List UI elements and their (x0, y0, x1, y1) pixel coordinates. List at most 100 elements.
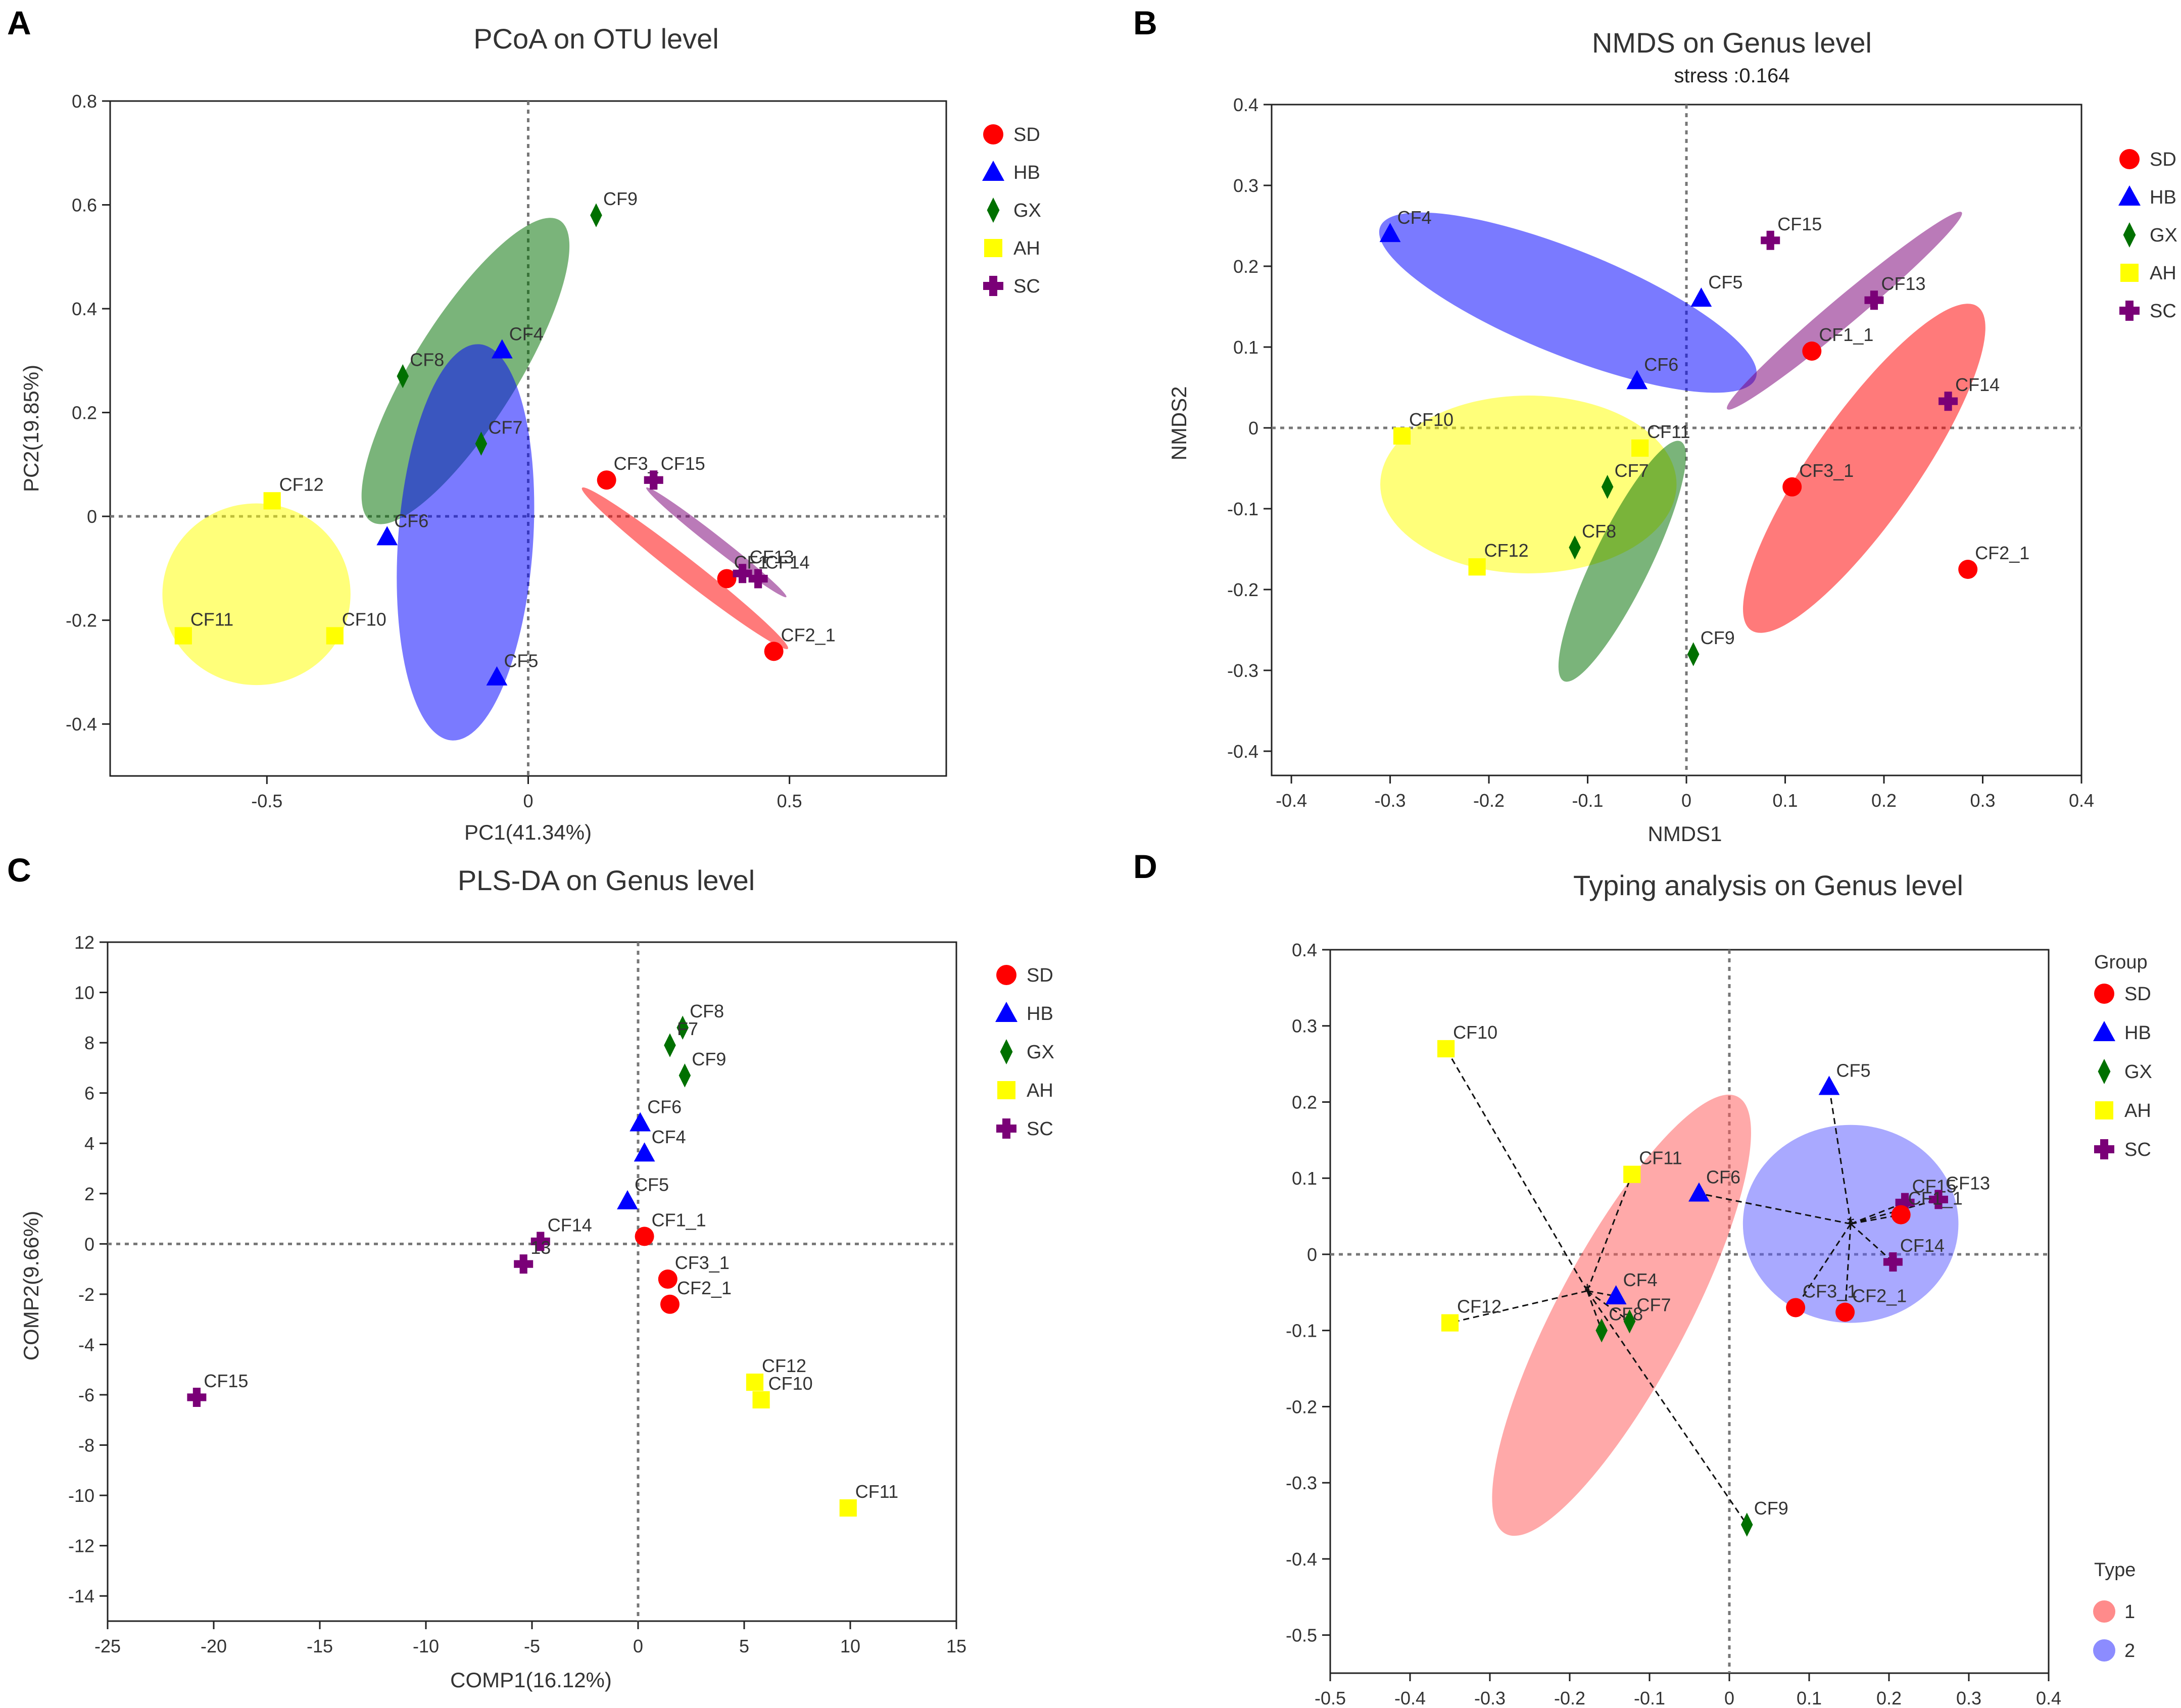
legend-label-sc: SC (1027, 1118, 1053, 1140)
x-tick-label: 0.1 (1797, 1688, 1822, 1708)
cluster-center-1: * (1583, 1280, 1591, 1301)
y-tick-label: -0.4 (1227, 741, 1258, 762)
point-cf1 (717, 569, 737, 589)
y-tick-label: -0.4 (66, 714, 97, 735)
cluster-center-2: * (1847, 1213, 1855, 1235)
point-label-cf9: CF9 (603, 188, 638, 209)
y-tick-label: 10 (74, 983, 94, 1003)
y-tick-label: 0.2 (72, 403, 97, 423)
point-cf11 (1623, 1165, 1641, 1183)
point-label-cf11: CF11 (1639, 1148, 1682, 1168)
point-cf6 (1688, 1182, 1710, 1202)
y-tick-label: -0.2 (1286, 1396, 1317, 1417)
y-tick-label: -0.4 (1286, 1549, 1317, 1570)
y-tick-label: -2 (78, 1284, 94, 1305)
point-cf1-1 (635, 1227, 654, 1246)
x-tick-label: 0 (1724, 1688, 1734, 1708)
type-legend-marker-2 (2093, 1639, 2115, 1662)
legend-marker-hb (2093, 1021, 2115, 1041)
point-label-cf2-1: CF2_1 (781, 624, 836, 645)
y-tick-label: 0.3 (1292, 1016, 1317, 1037)
legend-marker-gx (1000, 1039, 1013, 1064)
point-label-cf11: CF11 (190, 609, 233, 630)
y-tick-label: -0.2 (1227, 579, 1258, 600)
y-tick-label: -0.3 (1286, 1473, 1317, 1493)
point-label-cf1-1: CF1_1 (1819, 324, 1873, 345)
group-ellipse-sc (1727, 212, 1962, 410)
point-label-cf3-1: CF3_1 (1799, 460, 1854, 481)
point-cf2-1 (764, 642, 784, 661)
point-cf15 (187, 1387, 207, 1407)
point-cf9 (1687, 642, 1700, 666)
group-ellipse-ah (162, 503, 351, 686)
legend-label-hb: HB (1027, 1003, 1053, 1024)
legend-marker-sc (2119, 301, 2140, 321)
group-ellipse-sd (1743, 304, 1985, 633)
point-cf7 (1601, 475, 1614, 499)
cluster-connector (1586, 1290, 1630, 1322)
y-tick-label: 0.2 (1233, 256, 1258, 277)
point-label-cf11: CF11 (855, 1481, 898, 1502)
legend-marker-hb (982, 161, 1004, 181)
group-ellipse-hb (397, 344, 535, 741)
legend-marker-sc (2094, 1139, 2114, 1159)
legend-marker-sd (2119, 149, 2140, 169)
point-label-cf4: CF4 (509, 323, 544, 344)
point-cf15 (1761, 230, 1780, 250)
group-ellipse-ah (1380, 396, 1677, 573)
x-tick-label: 0.1 (1773, 790, 1798, 811)
cluster-connector (1586, 1174, 1633, 1291)
point-label-cf8: CF8 (1582, 521, 1616, 542)
point-label-cf4: CF4 (1623, 1270, 1658, 1290)
point-cf9 (1740, 1512, 1753, 1537)
legend-label-hb: HB (2150, 187, 2176, 208)
ylabel-pcoa: PC2(19.85%) (19, 365, 43, 492)
x-tick-label: -0.2 (1554, 1688, 1585, 1708)
y-tick-label: 0.3 (1233, 175, 1258, 196)
legend-label-ah: AH (2150, 263, 2176, 284)
y-tick-label: 0.1 (1233, 337, 1258, 358)
plot-typing: -0.5 -0.4 -0.3 -0.2 -0.1 0 0.1 0.2 0.3 0.4 -0.5 -0.… (1286, 940, 2152, 1708)
point-label-cf2-1: CF2_1 (677, 1278, 732, 1298)
x-tick-label: -0.2 (1473, 790, 1505, 811)
point-label-cf3-1: CF3_1 (1803, 1281, 1857, 1301)
point-cf9 (678, 1063, 691, 1088)
point-label-cf1-1: CF1_1 (652, 1209, 706, 1230)
point-cf7 (1623, 1309, 1636, 1334)
point-cf7 (475, 431, 488, 456)
x-tick-label: -15 (307, 1636, 333, 1656)
point-cf4 (634, 1142, 655, 1162)
legend-marker-hb (2118, 185, 2141, 206)
legend-marker-ah (997, 1081, 1015, 1099)
title-typing: Typing analysis on Genus level (1573, 869, 1963, 901)
point-label-cf7: CF7 (1615, 460, 1649, 481)
plot-frame (107, 941, 957, 1622)
point-label-cf4: CF4 (1397, 207, 1432, 228)
y-tick-label: 0.4 (1233, 94, 1258, 115)
point-cf5 (486, 666, 508, 686)
point-cf14 (748, 569, 768, 589)
point-label-f7: F7 (677, 1018, 698, 1039)
x-tick-label: -25 (94, 1636, 121, 1656)
panel-letter-a: A (7, 4, 31, 41)
point-cf11 (1631, 439, 1649, 457)
group-ellipse-hb (1379, 212, 1757, 393)
legend-marker-ah (2120, 264, 2139, 282)
title-nmds: NMDS on Genus level (1592, 27, 1872, 59)
point-cf1-1 (1891, 1205, 1911, 1225)
y-tick-label: 0 (84, 1234, 94, 1254)
type-legend-title: Type (2094, 1559, 2136, 1581)
plot-frame (1271, 104, 2082, 776)
point-label-cf12: CF12 (1457, 1296, 1501, 1317)
legend-label-gx: GX (2150, 225, 2177, 246)
point-label-cf6: CF6 (1644, 354, 1678, 375)
x-tick-label: 0.2 (1871, 790, 1897, 811)
xlabel-plsda: COMP1(16.12%) (450, 1668, 612, 1692)
y-tick-label: -12 (68, 1536, 94, 1556)
point-label-cf4: CF4 (652, 1127, 686, 1147)
point-cf6 (629, 1112, 651, 1132)
plot-pcoa: -0.5 0 0.5 -0.4 -0.2 0 0.2 0.4 0.6 0.8 CF9 CF4 CF8 CF… (66, 91, 1041, 811)
legend-label-ah: AH (1013, 238, 1040, 259)
legend-marker-gx (2098, 1059, 2111, 1084)
